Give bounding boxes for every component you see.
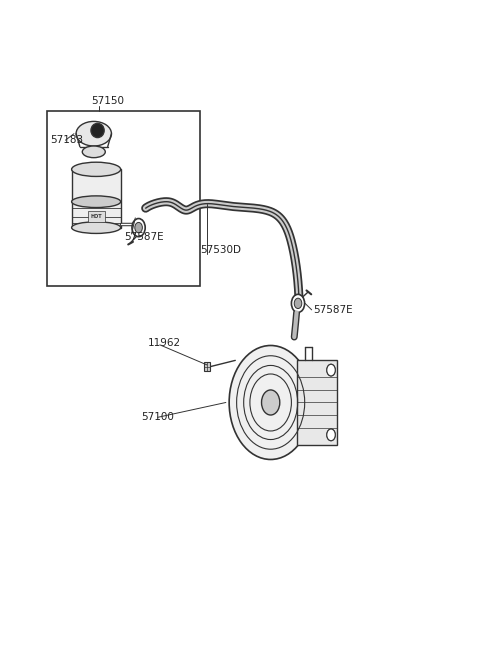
Circle shape (229, 346, 312, 459)
Bar (88, 211, 105, 222)
Ellipse shape (82, 146, 105, 157)
Ellipse shape (91, 123, 104, 138)
Circle shape (327, 429, 335, 441)
Text: 57150: 57150 (91, 96, 124, 106)
Bar (297, 360, 336, 445)
Bar (47, 111, 200, 286)
Circle shape (135, 222, 143, 233)
Ellipse shape (76, 121, 111, 146)
Circle shape (262, 390, 280, 415)
Bar (204, 362, 210, 371)
Text: 57183: 57183 (50, 135, 83, 145)
Circle shape (294, 298, 302, 308)
Ellipse shape (72, 162, 120, 176)
Circle shape (327, 364, 335, 376)
Text: 11962: 11962 (148, 338, 181, 348)
Text: 57530D: 57530D (200, 245, 241, 255)
Ellipse shape (72, 196, 120, 207)
Text: HOT: HOT (90, 214, 102, 219)
Circle shape (327, 429, 335, 441)
Bar (72, 169, 120, 228)
Circle shape (132, 218, 145, 237)
Text: 57587E: 57587E (124, 232, 164, 242)
Circle shape (327, 364, 335, 376)
Text: 57587E: 57587E (313, 305, 353, 315)
Text: 57100: 57100 (141, 413, 174, 422)
Circle shape (291, 295, 305, 312)
Ellipse shape (72, 222, 120, 234)
